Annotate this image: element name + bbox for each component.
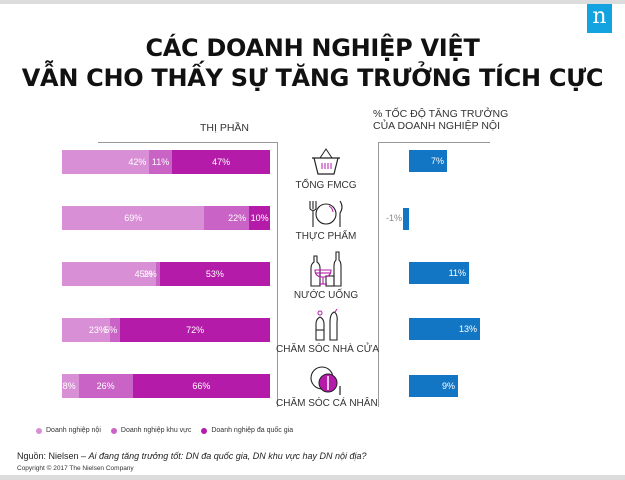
bottom-band: [0, 475, 625, 480]
source-title: Ai đang tăng trưởng tốt: DN đa quốc gia,…: [88, 451, 367, 461]
growth-bar-beverages: 11%: [409, 262, 469, 284]
segment-domestic: 23%: [62, 318, 110, 342]
legend-swatch-multinational: [201, 427, 208, 434]
share-frame-right: [277, 142, 278, 407]
personal-care-icon: [310, 366, 341, 395]
segment-domestic: 69%: [62, 206, 205, 230]
segment-multinational: 53%: [159, 262, 270, 286]
category-label: THỰC PHẨM: [295, 231, 357, 242]
growth-bar-home-care: 13%: [409, 318, 480, 340]
legend-item-multinational: Doanh nghiệp đa quốc gia: [201, 427, 293, 434]
share-bar-beverages: 45% 2% 53%: [62, 262, 270, 286]
legend-swatch-regional: [110, 427, 117, 434]
plate-cutlery-icon: [309, 200, 343, 227]
segment-regional: 11%: [149, 150, 173, 174]
nielsen-logo: n: [587, 4, 612, 33]
bottles-glass-icon: [310, 251, 342, 287]
category-label: TỔNG FMCG: [295, 180, 357, 191]
growth-heading-line-2: CỦA DOANH NGHIỆP NỘI: [373, 120, 500, 132]
chart-legend: Doanh nghiệp nội Doanh nghiệp khu vực Do…: [36, 427, 293, 434]
share-bar-fmcg: 42% 11% 47%: [62, 150, 270, 174]
legend-item-regional: Doanh nghiệp khu vực: [110, 427, 192, 434]
segment-multinational: 72%: [120, 318, 270, 342]
share-bar-home-care: 23% 5% 72%: [62, 318, 270, 342]
share-bar-personal-care: 8% 26% 66%: [62, 374, 270, 398]
title-line-2: VẪN CHO THẤY SỰ TĂNG TRƯỞNG TÍCH CỰC: [21, 64, 604, 92]
growth-heading: % TỐC ĐỘ TĂNG TRƯỞNG CỦA DOANH NGHIỆP NỘ…: [373, 108, 508, 132]
growth-bar-fmcg: 7%: [409, 150, 447, 172]
legend-item-domestic: Doanh nghiệp nội: [36, 427, 101, 434]
top-band: [0, 0, 625, 4]
category-food: THỰC PHẨM: [276, 199, 376, 242]
source-prefix: Nguồn: Nielsen –: [17, 451, 89, 461]
segment-regional: 5%: [104, 318, 121, 342]
legend-label: Doanh nghiệp khu vực: [120, 427, 192, 434]
cleaning-bottles-icon: [315, 308, 338, 341]
category-beverages: NƯỚC UỐNG: [276, 250, 376, 301]
basket-icon: [312, 148, 340, 175]
segment-domestic: 45%: [62, 262, 156, 286]
category-label: CHĂM SÓC NHÀ CỬA: [276, 344, 379, 355]
category-label: NƯỚC UỐNG: [293, 290, 359, 301]
page-title: CÁC DOANH NGHIỆP VIỆT VẪN CHO THẤY SỰ TĂ…: [0, 33, 625, 93]
legend-swatch-domestic: [36, 427, 42, 434]
segment-regional: 22%: [204, 206, 250, 230]
market-share-heading: THỊ PHẦN: [200, 122, 250, 134]
growth-bar-personal-care: 9%: [409, 375, 458, 397]
segment-regional: 26%: [78, 374, 133, 398]
share-bar-food: 69% 22% 10%: [62, 206, 270, 230]
growth-label-food: -1%: [386, 213, 403, 223]
legend-label: Doanh nghiệp nội: [46, 427, 101, 434]
segment-multinational: 10%: [249, 206, 270, 230]
category-fmcg: TỔNG FMCG: [276, 146, 376, 191]
copyright: Copyright © 2017 The Nielsen Company: [17, 465, 134, 472]
category-label: CHĂM SÓC CÁ NHÂN: [276, 398, 378, 409]
segment-multinational: 47%: [172, 150, 270, 174]
title-line-1: CÁC DOANH NGHIỆP VIỆT: [145, 34, 480, 62]
share-frame-top: [98, 142, 278, 143]
category-personal-care: CHĂM SÓC CÁ NHÂN: [276, 366, 378, 409]
segment-regional: 2%: [144, 262, 160, 286]
category-home-care: CHĂM SÓC NHÀ CỬA: [276, 308, 379, 355]
segment-domestic: 42%: [62, 150, 150, 174]
growth-heading-line-1: % TỐC ĐỘ TĂNG TRƯỞNG: [373, 108, 509, 120]
growth-frame-top: [378, 142, 490, 143]
legend-label: Doanh nghiệp đa quốc gia: [211, 427, 294, 434]
growth-frame-left: [378, 142, 379, 407]
segment-domestic: 8%: [62, 374, 79, 398]
source-note: Nguồn: Nielsen – Ai đang tăng trưởng tốt…: [17, 451, 367, 461]
segment-multinational: 66%: [132, 374, 270, 398]
growth-bar-food: [403, 208, 409, 230]
